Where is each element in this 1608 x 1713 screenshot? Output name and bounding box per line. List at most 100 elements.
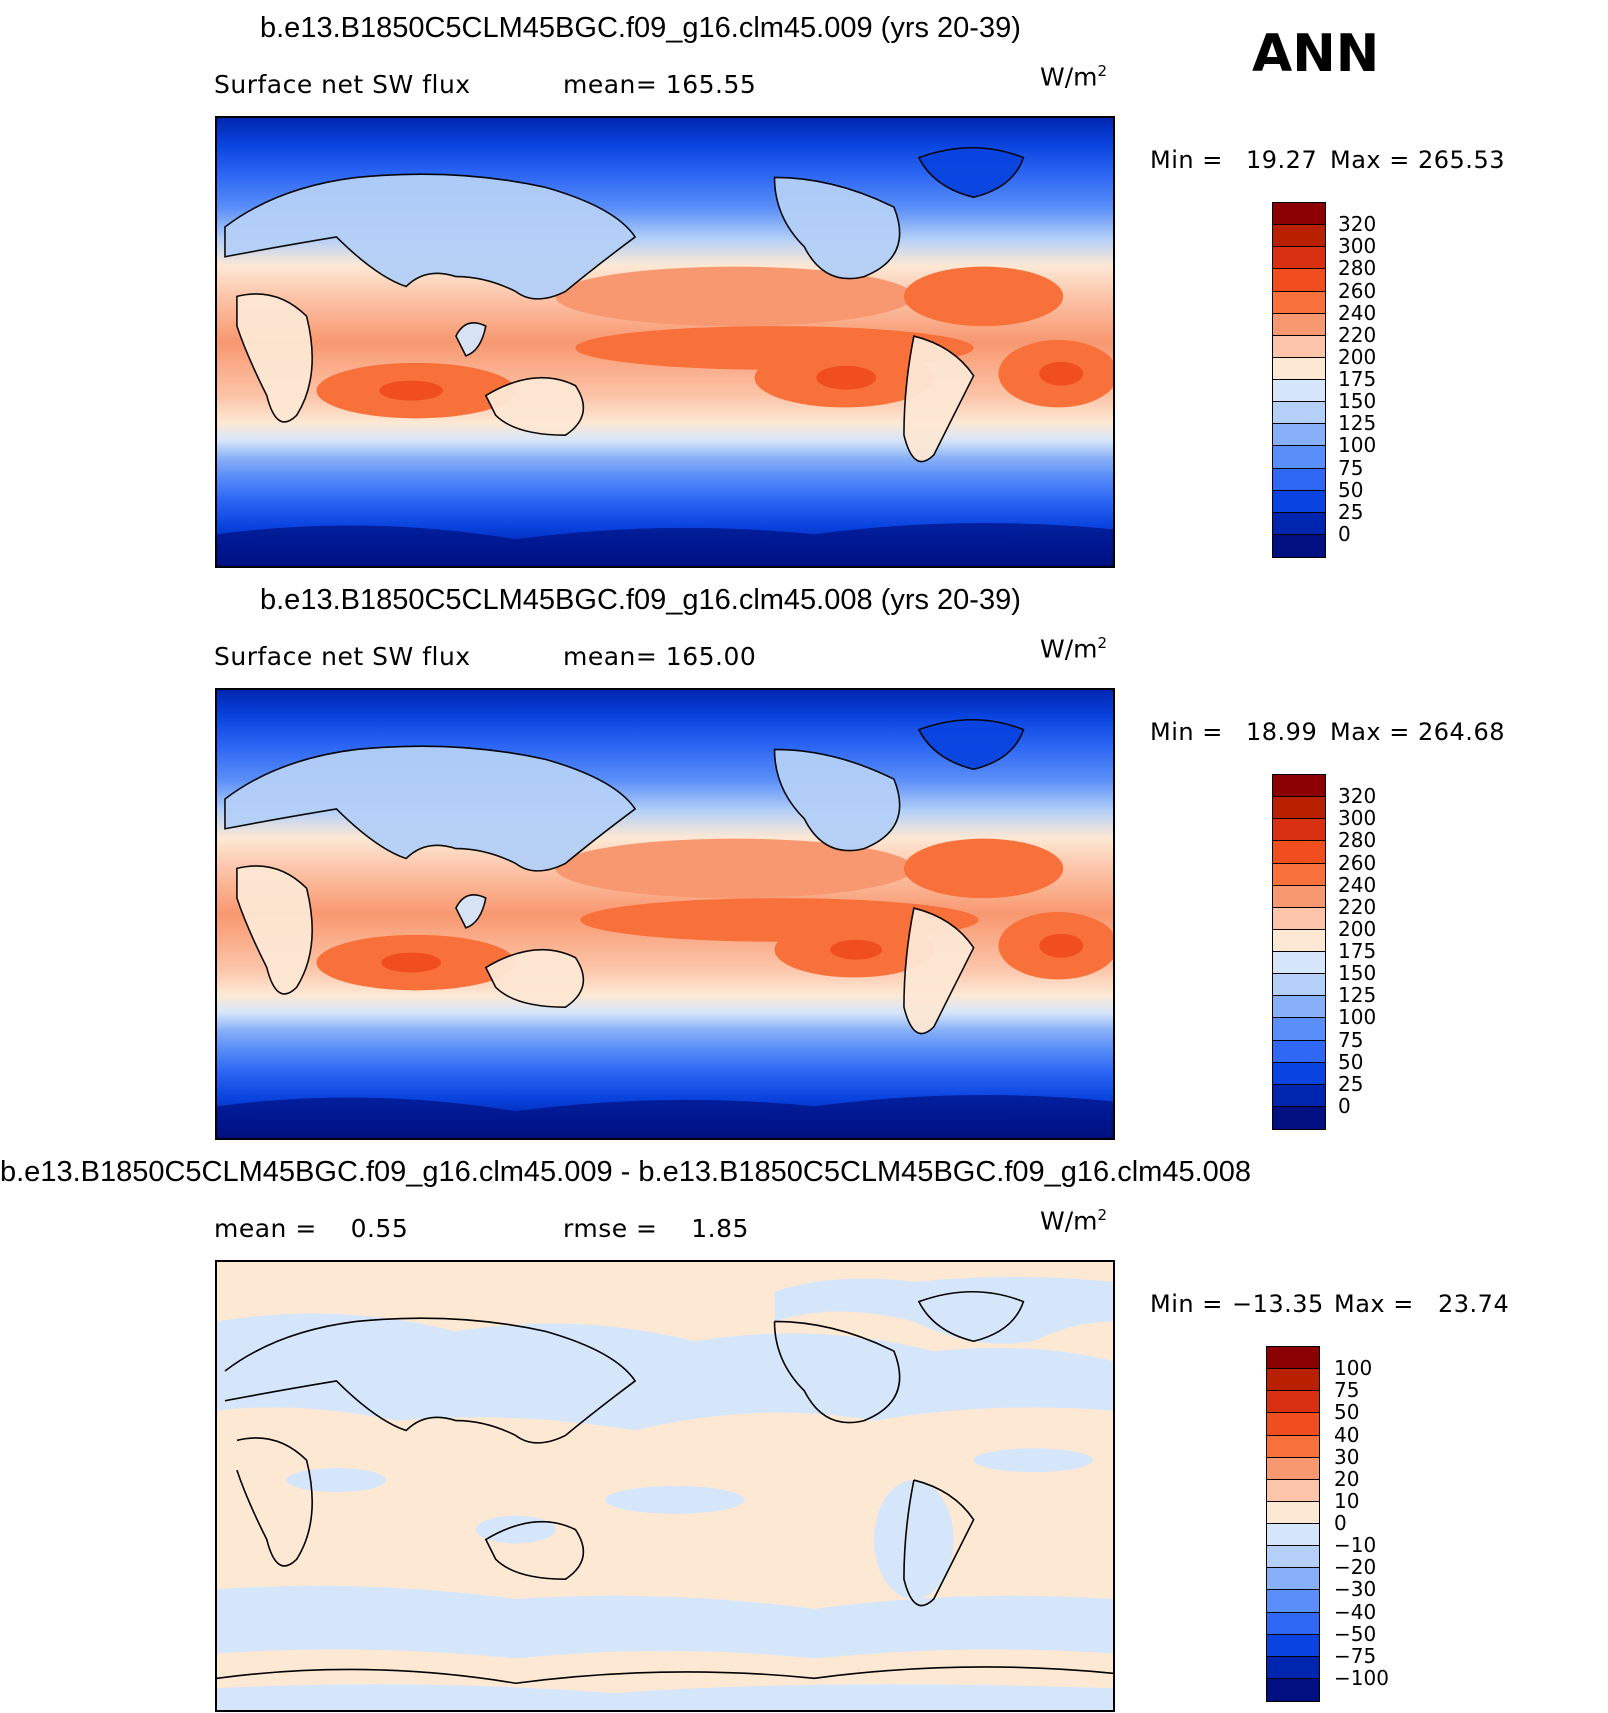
colorbar-tick-label: 100 <box>1334 1356 1373 1381</box>
panel-2-min-value: 18.99 <box>1246 718 1318 746</box>
panel-2-title: b.e13.B1850C5CLM45BGC.f09_g16.clm45.008 … <box>260 584 1021 616</box>
colorbar-tick-label: 0 <box>1338 1093 1351 1118</box>
colorbar-segment <box>1267 1568 1319 1591</box>
colorbar-tick-label: 10 <box>1334 1488 1360 1513</box>
panel-1-min-label: Min = <box>1150 146 1223 174</box>
colorbar-segment <box>1273 357 1325 380</box>
colorbar-tick-label: 20 <box>1334 1466 1360 1491</box>
colorbar-tick-label: 50 <box>1334 1400 1360 1425</box>
panel-2-colorbar <box>1272 774 1326 1130</box>
colorbar-tick-label: 320 <box>1338 784 1377 809</box>
panel-2-map-svg <box>217 690 1113 1138</box>
colorbar-segment <box>1273 1040 1325 1063</box>
panel-3-mean-label: mean = 0.55 <box>214 1214 409 1243</box>
panel-1-colorbar-ticks: 320 300 280 260 240 220 200 175 150 125 100 75 50 25 0 <box>1338 202 1398 558</box>
colorbar-tick-label: −20 <box>1334 1555 1377 1580</box>
colorbar-segment <box>1273 490 1325 513</box>
colorbar-tick-label: 25 <box>1338 499 1364 524</box>
colorbar-tick-label: 240 <box>1338 300 1377 325</box>
colorbar-segment <box>1273 1106 1325 1129</box>
panel-3-max-label: Max = <box>1334 1290 1414 1318</box>
colorbar-segment <box>1273 1018 1325 1041</box>
colorbar-segment <box>1267 1590 1319 1613</box>
panel-3-min-label: Min = <box>1150 1290 1223 1318</box>
colorbar-tick-label: 280 <box>1338 828 1377 853</box>
panel-1-min-value: 19.27 <box>1246 146 1318 174</box>
colorbar-segment <box>1273 512 1325 535</box>
panel-2-variable-label: Surface net SW flux <box>214 642 471 671</box>
panel-3-title-clip: b.e13.B1850C5CLM45BGC.f09_g16.clm45.009 … <box>0 1156 1340 1189</box>
colorbar-segment <box>1273 1062 1325 1085</box>
colorbar-tick-label: 300 <box>1338 806 1377 831</box>
panel-1-mean-label: mean= 165.55 <box>563 70 757 99</box>
panel-1-variable-label: Surface net SW flux <box>214 70 471 99</box>
colorbar-tick-label: 200 <box>1338 344 1377 369</box>
colorbar-tick-label: 300 <box>1338 234 1377 259</box>
colorbar-tick-label: 175 <box>1338 939 1377 963</box>
colorbar-tick-label: 125 <box>1338 983 1377 1008</box>
colorbar-segment <box>1273 1084 1325 1107</box>
colorbar-segment <box>1273 819 1325 842</box>
colorbar-tick-label: 200 <box>1338 916 1377 941</box>
colorbar-tick-label: 320 <box>1338 212 1377 237</box>
panel-3-rmse-label: rmse = 1.85 <box>563 1214 749 1243</box>
colorbar-segment <box>1273 380 1325 403</box>
colorbar-segment <box>1273 468 1325 491</box>
colorbar-tick-label: 175 <box>1338 367 1377 391</box>
colorbar-tick-label: −30 <box>1334 1577 1377 1602</box>
colorbar-segment <box>1273 841 1325 864</box>
colorbar-tick-label: 75 <box>1338 455 1364 480</box>
colorbar-segment <box>1273 797 1325 820</box>
panel-2-max-label: Max = <box>1330 718 1410 746</box>
colorbar-segment <box>1273 402 1325 425</box>
panel-1-map <box>215 116 1115 568</box>
colorbar-tick-label: 125 <box>1338 411 1377 436</box>
colorbar-segment <box>1273 313 1325 336</box>
colorbar-segment <box>1273 225 1325 248</box>
colorbar-segment <box>1267 1612 1319 1635</box>
panel-3-colorbar <box>1266 1346 1320 1702</box>
colorbar-tick-label: 30 <box>1334 1444 1360 1469</box>
colorbar-tick-label: −75 <box>1334 1643 1377 1668</box>
colorbar-segment <box>1273 203 1325 226</box>
colorbar-tick-label: −40 <box>1334 1599 1377 1624</box>
panel-2-mean-label: mean= 165.00 <box>563 642 757 671</box>
panel-3-map <box>215 1260 1115 1712</box>
colorbar-segment <box>1267 1656 1319 1679</box>
colorbar-segment <box>1267 1413 1319 1436</box>
colorbar-segment <box>1267 1391 1319 1414</box>
panel-3-max-value: 23.74 <box>1438 1290 1510 1318</box>
colorbar-tick-label: 0 <box>1334 1511 1347 1535</box>
panel-2-map <box>215 688 1115 1140</box>
colorbar-tick-label: 260 <box>1338 278 1377 303</box>
colorbar-segment <box>1267 1678 1319 1701</box>
colorbar-segment <box>1267 1501 1319 1524</box>
colorbar-tick-label: 100 <box>1338 1005 1377 1030</box>
panel-3-map-svg <box>217 1262 1113 1710</box>
colorbar-tick-label: 50 <box>1338 1049 1364 1074</box>
colorbar-tick-label: 75 <box>1338 1027 1364 1052</box>
colorbar-segment <box>1267 1479 1319 1502</box>
colorbar-segment <box>1273 446 1325 469</box>
panel-3-units: W/m2 <box>1040 1206 1108 1236</box>
colorbar-tick-label: −100 <box>1334 1665 1389 1690</box>
colorbar-segment <box>1273 424 1325 447</box>
panel-1-map-svg <box>217 118 1113 566</box>
panel-2-min-label: Min = <box>1150 718 1223 746</box>
colorbar-segment <box>1273 775 1325 798</box>
colorbar-segment <box>1267 1457 1319 1480</box>
colorbar-tick-label: 260 <box>1338 850 1377 875</box>
colorbar-tick-label: 50 <box>1338 477 1364 502</box>
colorbar-segment <box>1273 335 1325 358</box>
colorbar-segment <box>1273 907 1325 930</box>
season-label: ANN <box>1252 24 1380 84</box>
colorbar-tick-label: 220 <box>1338 894 1377 919</box>
colorbar-segment <box>1273 974 1325 997</box>
panel-1-title: b.e13.B1850C5CLM45BGC.f09_g16.clm45.009 … <box>260 12 1021 44</box>
panel-3-colorbar-ticks: 100 75 50 40 30 20 10 0 −10 −20 −30 −40 −50 −75 −100 <box>1334 1346 1394 1702</box>
panel-3-min-value: −13.35 <box>1232 1290 1324 1318</box>
colorbar-tick-label: 100 <box>1338 433 1377 458</box>
colorbar-tick-label: 220 <box>1338 322 1377 347</box>
colorbar-segment <box>1273 269 1325 292</box>
colorbar-segment <box>1273 534 1325 557</box>
